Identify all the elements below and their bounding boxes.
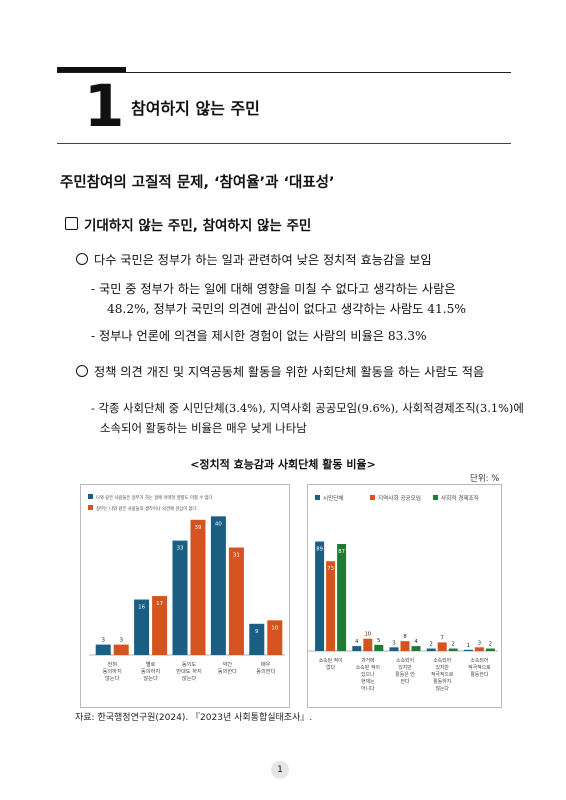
bar (267, 620, 283, 655)
data-label: 17 (156, 601, 163, 607)
bar (411, 646, 421, 651)
data-label: 5 (377, 638, 380, 644)
category-label: 전혀 동의하지 않는다 (103, 660, 122, 682)
checkbox-icon (65, 217, 78, 230)
legend-swatch (433, 495, 438, 500)
bar (485, 648, 495, 651)
bar (152, 596, 168, 655)
data-label: 1 (467, 643, 470, 649)
data-label: 8 (403, 634, 406, 640)
bar (95, 644, 111, 655)
bullet-2: 정책 의견 개진 및 지역공동체 활동을 위한 사회단체 활동을 하는 사람도 … (76, 362, 484, 382)
data-label: 39 (195, 525, 202, 531)
bar (374, 644, 384, 651)
legend-swatch (88, 494, 93, 499)
data-label: 9 (255, 629, 259, 635)
sub-bullet-2-1: - 각종 사회단체 중 시민단체(3.4%), 지역사회 공공모임(9.6%),… (91, 398, 524, 438)
data-label: 73 (327, 566, 334, 572)
data-label: 3 (101, 638, 105, 644)
data-label: 2 (452, 642, 455, 648)
bar (210, 516, 226, 655)
category-label: 과거에 소속된 적이 있으나 현재는 아니다 (356, 657, 380, 692)
bar (437, 642, 447, 651)
legend-label: 나와 같은 사람들은 정부가 하는 일에 어떠한 영향도 미칠 수 없다 (96, 494, 212, 501)
data-label: 3 (478, 640, 481, 646)
bar (352, 646, 362, 651)
legend-label: 정부는 나와 같은 사람들의 생각이나 의견에 관심이 없다 (96, 505, 197, 512)
data-label: 31 (233, 553, 240, 559)
chapter-bar (57, 67, 126, 73)
data-label: 3 (392, 640, 395, 646)
unit-label: 단위: % (470, 474, 500, 484)
bar (190, 519, 206, 655)
sub-bullet-line: - 정부나 언론에 의견을 제시한 경험이 없는 사람의 비율은 83.3% (91, 329, 427, 343)
bar (172, 540, 188, 655)
sub-bullet-line: - 각종 사회단체 중 시민단체(3.4%), 지역사회 공공모임(9.6%),… (91, 401, 524, 415)
section-title: 주민참여의 고질적 문제, ‘참여율’과 ‘대표성’ (60, 175, 335, 191)
data-label: 40 (215, 521, 222, 527)
bar (113, 644, 129, 655)
bar (337, 543, 347, 651)
source-note: 자료: 한국행정연구원(2024). 『2023년 사회통합실태조사』. (75, 713, 313, 723)
bullet-2-text: 정책 의견 개진 및 지역공동체 활동을 위한 사회단체 활동을 하는 사람도 … (94, 365, 485, 379)
subsection-title: 기대하지 않는 주민, 참여하지 않는 주민 (84, 218, 312, 234)
chapter-number: 1 (84, 72, 125, 140)
data-label: 87 (338, 549, 345, 555)
category-label: 소속되어 있지만 활동은 안 한다 (395, 657, 415, 685)
sub-bullet-line: 소속되어 활동하는 비율은 매우 낮게 나타남 (100, 421, 307, 435)
chapter-title: 참여하지 않는 주민 (131, 99, 260, 118)
chapter-rule (57, 143, 511, 144)
legend-swatch (88, 505, 93, 510)
circle-bullet-icon (76, 253, 88, 265)
legend-label: 사회적 경제조직 (441, 494, 479, 502)
legend-label: 시민단체 (323, 494, 344, 502)
bar (474, 647, 484, 651)
data-label: 33 (177, 546, 184, 552)
bar (315, 541, 325, 651)
data-label: 16 (138, 605, 145, 611)
data-label: 4 (355, 639, 359, 645)
bar (228, 547, 244, 655)
sub-bullet-line: - 국민 중 정부가 하는 일에 대해 영향을 미칠 수 없다고 생각하는 사람… (91, 282, 456, 296)
category-label: 매우 동의한다 (256, 660, 275, 675)
legend-swatch (315, 495, 320, 500)
data-label: 4 (414, 639, 418, 645)
bar (363, 638, 373, 651)
legend-swatch (370, 495, 375, 500)
bar (426, 648, 436, 651)
data-label: 89 (316, 547, 323, 553)
sub-bullet-1-2: - 정부나 언론에 의견을 제시한 경험이 없는 사람의 비율은 83.3% (91, 326, 427, 346)
bullet-1-text: 다수 국민은 정부가 하는 일과 관련하여 낮은 정치적 효능감을 보임 (94, 253, 432, 267)
bullet-1: 다수 국민은 정부가 하는 일과 관련하여 낮은 정치적 효능감을 보임 (76, 250, 432, 270)
bar (326, 561, 336, 651)
bar (134, 599, 150, 655)
sub-bullet-1-1: - 국민 중 정부가 하는 일에 대해 영향을 미칠 수 없다고 생각하는 사람… (91, 279, 466, 319)
efficacy-chart: 나와 같은 사람들은 정부가 하는 일에 어떠한 영향도 미칠 수 없다정부는 … (80, 484, 290, 708)
bar (448, 648, 458, 651)
data-label: 2 (489, 642, 492, 648)
category-label: 소속되어 있지만 적극적으로 활동하지 않는다 (431, 657, 454, 692)
top-rule (57, 72, 511, 73)
sub-bullet-line: 48.2%, 정부가 국민의 의견에 관심이 없다고 생각하는 사람도 41.5… (107, 302, 466, 316)
category-label: 동의도 반대도 하지 않는다 (176, 661, 202, 682)
bar (389, 647, 399, 651)
data-label: 10 (364, 632, 371, 638)
page-number: 1 (271, 761, 289, 779)
data-label: 10 (271, 625, 278, 631)
chart-caption: <정치적 효능감과 사회단체 활동 비율> (190, 458, 376, 471)
data-label: 2 (430, 642, 433, 648)
legend-label: 지역사회 공공모임 (378, 494, 421, 502)
circle-bullet-icon (76, 365, 88, 377)
category-label: 약간 동의한다 (218, 660, 237, 675)
bar (463, 649, 473, 651)
category-label: 소속된 적이 없다 (319, 657, 343, 671)
category-label: 별로 동의하지 않는다 (141, 660, 160, 682)
data-label: 7 (441, 635, 444, 641)
bar (249, 623, 265, 655)
bar (400, 641, 410, 651)
category-label: 소속되어 적극적으로 활동한다 (468, 657, 491, 678)
data-label: 3 (119, 638, 123, 644)
